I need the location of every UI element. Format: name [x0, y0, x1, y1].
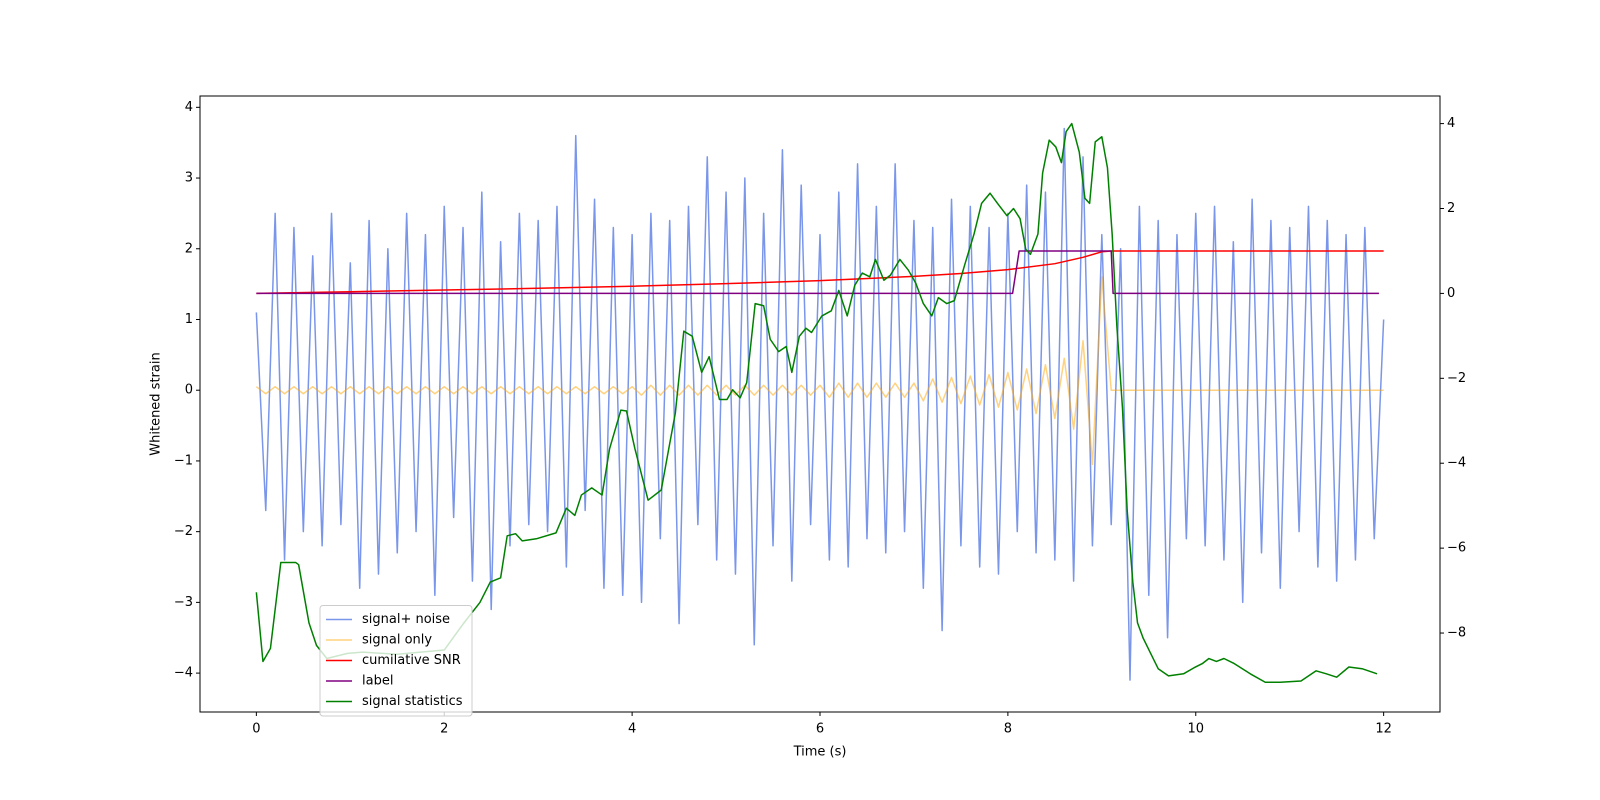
x-tick-label: 12 [1375, 722, 1392, 737]
x-tick-label: 0 [252, 722, 260, 737]
series-line [256, 250, 1384, 295]
series-line [255, 122, 1378, 684]
legend-label: signal+ noise [362, 612, 450, 627]
legend-box [319, 605, 473, 717]
x-tick-label: 4 [628, 722, 636, 737]
y-tick-label: 2 [185, 241, 193, 256]
y-tick-label: −4 [174, 666, 193, 681]
series-line [255, 276, 1384, 466]
y-tick-label: −3 [174, 595, 193, 610]
y-tick-label: 4 [185, 100, 193, 115]
y-axis-label: Whitened strain [149, 352, 164, 455]
x-tick-label: 2 [440, 722, 448, 737]
y2-tick-label: −6 [1447, 541, 1466, 556]
x-tick-label: 6 [816, 722, 824, 737]
y2-tick-label: −4 [1447, 456, 1466, 471]
legend-label: label [362, 674, 393, 689]
y-tick-label: −1 [174, 453, 193, 468]
x-axis-label: Time (s) [793, 745, 847, 760]
y2-tick-label: 2 [1447, 201, 1455, 216]
legend: signal+ noise signal only cumilative SNR la… [319, 605, 473, 717]
y2-tick-label: 0 [1447, 286, 1455, 301]
legend-label: cumilative SNR [362, 653, 461, 668]
y2-tick-label: 4 [1447, 116, 1455, 131]
x-tick-label: 8 [1004, 722, 1012, 737]
legend-label: signal only [362, 633, 432, 648]
plot-area [255, 122, 1385, 684]
y-tick-label: −2 [174, 524, 193, 539]
y-tick-label: 1 [185, 312, 193, 327]
x-tick-label: 10 [1187, 722, 1204, 737]
y2-tick-label: −8 [1447, 626, 1466, 641]
series-line [256, 250, 1379, 295]
y-tick-label: 0 [185, 383, 193, 398]
y2-tick-label: −2 [1447, 371, 1466, 386]
legend-label: signal statistics [362, 694, 463, 709]
y-tick-label: 3 [185, 171, 193, 186]
series-line [255, 127, 1385, 681]
